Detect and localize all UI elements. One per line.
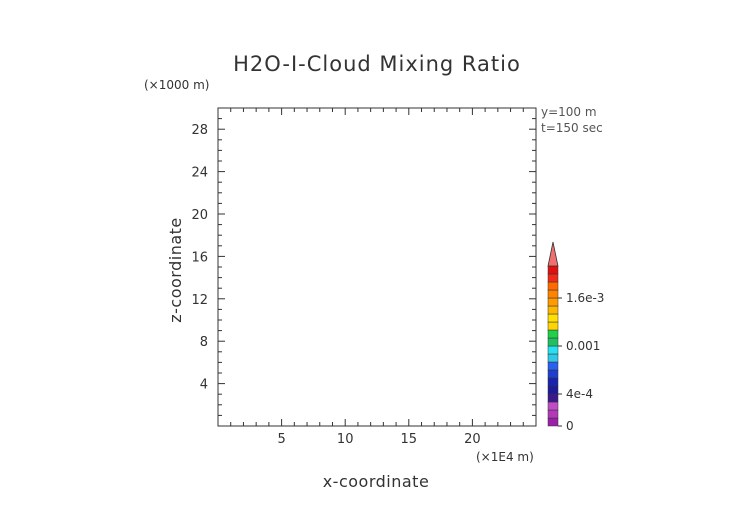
colorbar-extend-arrow xyxy=(547,241,559,267)
colorbar-tick-label: 4e-4 xyxy=(566,387,593,401)
colorbar-segment xyxy=(547,265,559,275)
x-axis-unit: (×1E4 m) xyxy=(476,450,534,464)
colorbar-segment xyxy=(547,273,559,283)
x-tick-label: 10 xyxy=(337,432,354,447)
colorbar-segment xyxy=(547,409,559,419)
y-axis-unit: (×1000 m) xyxy=(144,78,209,92)
x-axis-label: x-coordinate xyxy=(323,472,430,491)
colorbar-segment xyxy=(547,313,559,323)
colorbar-segment xyxy=(547,281,559,291)
y-tick-label: 20 xyxy=(191,208,208,223)
time-label: t=150 sec xyxy=(541,121,603,135)
colorbar-segment xyxy=(547,369,559,379)
y-axis-label: z-coordinate xyxy=(166,217,185,323)
colorbar-segment xyxy=(547,305,559,315)
y-tick-label: 28 xyxy=(191,123,208,138)
colorbar-segment xyxy=(547,393,559,403)
colorbar-tick-label: 0 xyxy=(566,419,574,433)
x-tick-label: 20 xyxy=(464,432,481,447)
y-tick-label: 8 xyxy=(200,335,208,350)
x-tick-label: 5 xyxy=(277,432,285,447)
colorbar-tick-labels: 0 4e-4 0.001 1.6e-3 xyxy=(558,291,604,433)
colorbar-segment xyxy=(547,361,559,371)
plot-area xyxy=(217,107,537,427)
y-tick-label: 24 xyxy=(191,166,208,181)
y-position-label: y=100 m xyxy=(541,105,597,119)
colorbar-segment xyxy=(547,297,559,307)
chart-title: H2O-I-Cloud Mixing Ratio xyxy=(233,52,521,76)
x-axis-tick-labels: 5 10 15 20 xyxy=(277,432,480,447)
y-tick-label: 16 xyxy=(191,250,208,265)
colorbar-tick-label: 1.6e-3 xyxy=(566,291,604,305)
y-axis-tick-labels: 4 8 12 16 20 24 28 xyxy=(191,123,208,392)
y-axis-ticks xyxy=(218,118,536,416)
y-tick-label: 4 xyxy=(200,378,208,393)
colorbar-segment xyxy=(547,385,559,395)
x-tick-label: 15 xyxy=(401,432,418,447)
colorbar-segment xyxy=(547,321,559,331)
colorbar xyxy=(547,241,559,427)
colorbar-segment xyxy=(547,329,559,339)
x-axis-ticks xyxy=(230,108,524,426)
colorbar-tick-label: 0.001 xyxy=(566,339,600,353)
colorbar-segment xyxy=(547,377,559,387)
colorbar-segment xyxy=(547,353,559,363)
colorbar-segment xyxy=(547,289,559,299)
colorbar-segment xyxy=(547,345,559,355)
colorbar-segment xyxy=(547,401,559,411)
colorbar-segment xyxy=(547,337,559,347)
y-tick-label: 12 xyxy=(191,293,208,308)
colorbar-segment xyxy=(547,417,559,427)
